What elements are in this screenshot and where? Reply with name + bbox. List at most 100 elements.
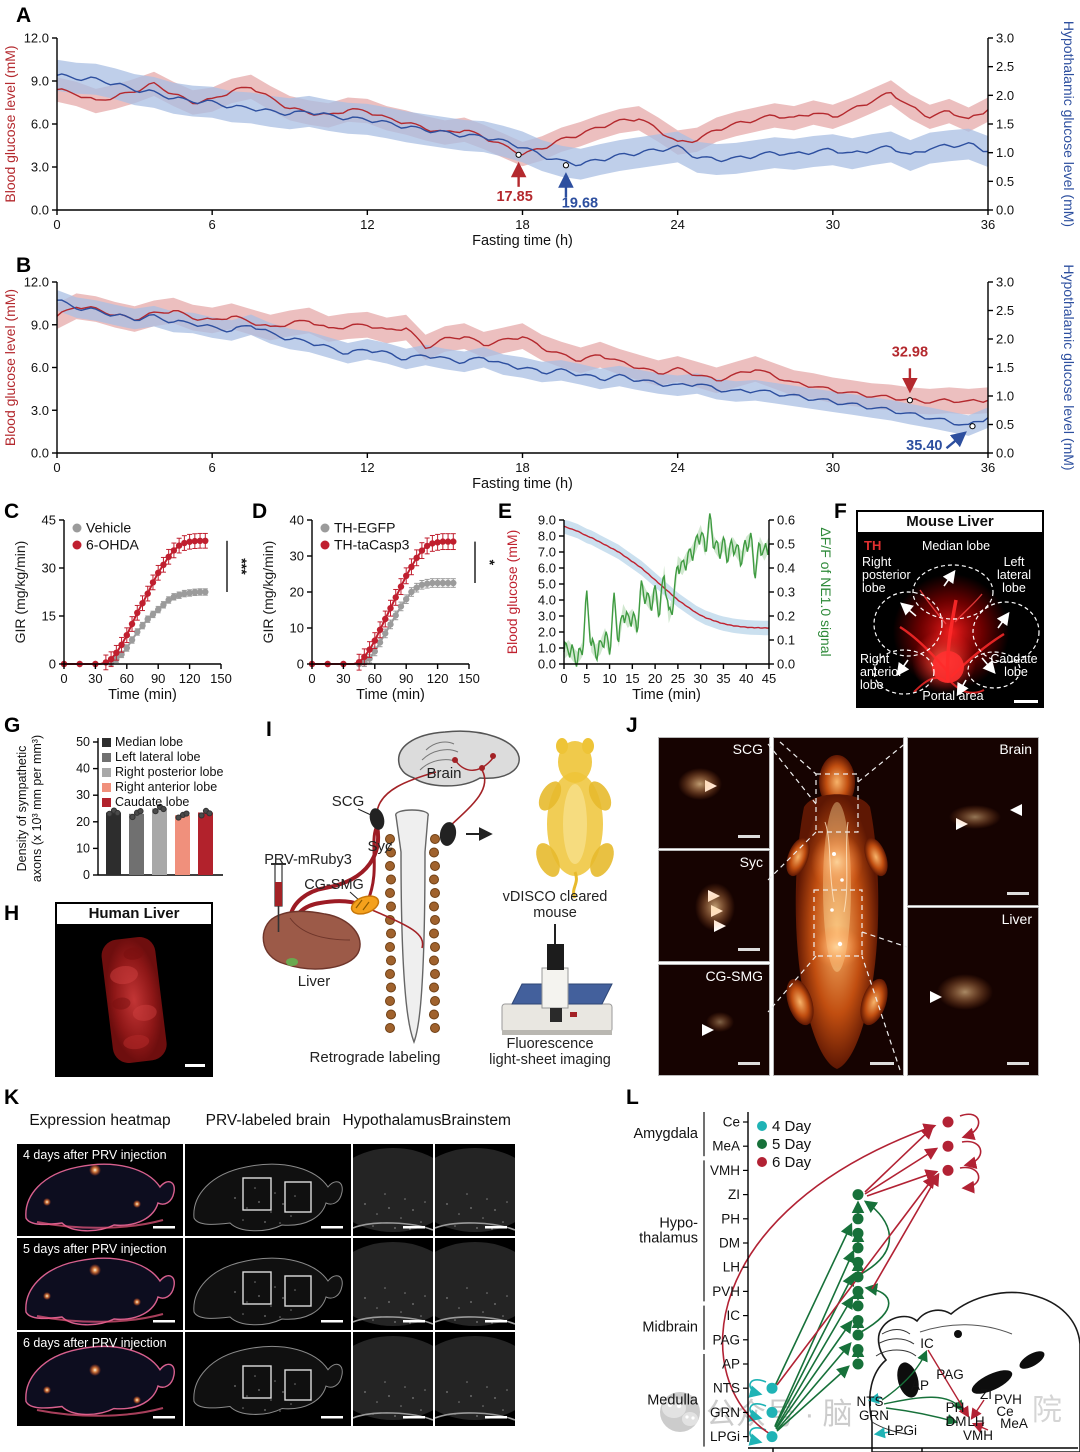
x-tick-label: 20 xyxy=(648,671,662,686)
y-tick-label: 10 xyxy=(76,841,90,855)
k-image-art xyxy=(25,1345,175,1419)
ganglion-dot xyxy=(386,982,396,993)
inset-label-AP: AP xyxy=(911,1378,929,1393)
graphic xyxy=(36,1219,164,1229)
scale-bar xyxy=(321,1416,343,1419)
k-col-header-brainstem: Brainstem xyxy=(441,1112,511,1129)
6-OHDA-marker xyxy=(107,656,115,663)
ganglion-dot xyxy=(429,955,439,966)
region-label-PAG: PAG xyxy=(712,1332,740,1347)
inset-label-PAG: PAG xyxy=(936,1367,964,1382)
graphic xyxy=(133,1200,141,1208)
TH-EGFP-marker xyxy=(397,603,405,610)
x-tick-label: 30 xyxy=(336,671,350,686)
legend-item: TH-taCasp3 xyxy=(334,537,410,553)
y-tick-label: 30 xyxy=(76,788,90,802)
scale-bar xyxy=(485,1320,507,1323)
Vehicle-marker xyxy=(123,644,130,652)
graphic xyxy=(133,1396,141,1404)
image-label: Median lobe xyxy=(922,539,990,553)
ganglion-dot xyxy=(429,1009,439,1020)
graphic xyxy=(43,1292,51,1300)
legend-item: Right posterior lobe xyxy=(115,765,223,779)
NE1.0-signal-line xyxy=(563,513,770,667)
panel-F-mouse-liver-image: Mouse Liver xyxy=(856,510,1044,708)
inset-label-MeA: MeA xyxy=(1000,1416,1028,1431)
graphic xyxy=(353,1242,433,1326)
j-image-brain: Brain xyxy=(907,737,1039,906)
node-5 Day xyxy=(852,1329,864,1341)
x-tick-label: 6 xyxy=(209,217,216,232)
6-OHDA-marker xyxy=(128,620,136,628)
node-5 Day xyxy=(852,1271,864,1283)
graphic xyxy=(133,1298,141,1306)
ganglion-dot xyxy=(385,861,395,871)
j-label-syc: Syc xyxy=(739,854,763,870)
TH-taCasp3-marker xyxy=(408,563,415,570)
Vehicle-marker xyxy=(186,589,193,597)
x-tick-label: 25 xyxy=(671,671,685,686)
TH-EGFP-marker xyxy=(413,584,420,591)
inset-label-PVH: PVH xyxy=(994,1392,1022,1407)
j-image-whole-mouse xyxy=(773,737,904,1076)
chart-gir-6ohda: 0 15 30 45 0 30 60 90 120 150 Time (min) GIR (mg/kg… xyxy=(12,513,250,704)
x-tick-label: 10 xyxy=(602,671,616,686)
legend-item: TH-EGFP xyxy=(334,520,395,536)
left-tick-label: 40 xyxy=(290,513,304,528)
left-tick-label: 30 xyxy=(290,549,304,564)
graphic xyxy=(435,1336,515,1420)
node-5 Day xyxy=(852,1213,864,1225)
chart-axon-density: 0 10 20 30 40 50 Density of sympathetic axons (… xyxy=(15,735,223,882)
contralateral-ganglion xyxy=(439,822,457,846)
left-tick-label: 9.0 xyxy=(31,317,49,332)
ganglion-dot xyxy=(385,969,395,979)
right-tick-label: 0.1 xyxy=(777,633,795,648)
y-tick-label: 50 xyxy=(76,735,90,749)
graphic xyxy=(43,1198,51,1206)
hypothalamic-glucose-line xyxy=(56,299,989,426)
x-tick-label: 0 xyxy=(60,671,67,686)
Vehicle-marker xyxy=(165,596,172,604)
region-label-LPGi: LPGi xyxy=(710,1429,740,1444)
TH-EGFP-marker xyxy=(429,579,436,587)
k-image-art xyxy=(193,1257,343,1326)
scale-bar xyxy=(403,1226,425,1229)
human-liver-tissue xyxy=(101,936,167,1063)
ganglion-dot xyxy=(386,847,396,858)
k-image-art xyxy=(25,1257,175,1326)
right-tick-label: 0.4 xyxy=(777,561,795,576)
left-tick-label: 15 xyxy=(42,609,56,624)
graphic xyxy=(89,1164,101,1176)
significance-marker: * xyxy=(482,560,498,566)
ganglion-dot xyxy=(430,861,440,871)
region-label-VMH: VMH xyxy=(710,1163,740,1178)
chart-fasting-glucose-B: 0.0 3.0 6.0 9.0 12.0 0 6 12 18 24 30 36 Fasting time… xyxy=(2,264,1077,492)
NE1.0-signal-band xyxy=(564,520,769,664)
k-image-art xyxy=(353,1148,433,1232)
graphic xyxy=(435,1148,515,1232)
data-dot xyxy=(183,810,190,817)
inset-label-IC: IC xyxy=(920,1336,934,1351)
left-tick-label: 10 xyxy=(290,621,304,636)
region-label-GRN: GRN xyxy=(710,1405,740,1420)
left-tick-label: 6.0 xyxy=(538,561,556,576)
panel-letter-I: I xyxy=(266,718,272,741)
scale-bar xyxy=(485,1226,507,1229)
scale-bar xyxy=(153,1416,175,1419)
x-tick-label: 60 xyxy=(120,671,134,686)
ganglion-dot xyxy=(430,888,440,898)
legend-swatch xyxy=(102,798,111,807)
right-tick-label: 0.5 xyxy=(996,417,1014,432)
inset-label-GRN: GRN xyxy=(859,1408,889,1423)
data-dot xyxy=(175,814,182,821)
left-tick-label: 0 xyxy=(49,657,56,672)
bar-Caudate lobe xyxy=(198,812,213,875)
inset-label-LH: LH xyxy=(967,1414,984,1429)
k-image-r2c2 xyxy=(185,1238,351,1330)
k-image-art xyxy=(435,1148,515,1232)
right-tick-label: 1.5 xyxy=(996,360,1014,375)
TH-EGFP-marker xyxy=(450,579,457,587)
legend-item: Vehicle xyxy=(86,520,131,536)
right-tick-label: 0.0 xyxy=(996,203,1014,218)
graphic xyxy=(435,1222,515,1231)
